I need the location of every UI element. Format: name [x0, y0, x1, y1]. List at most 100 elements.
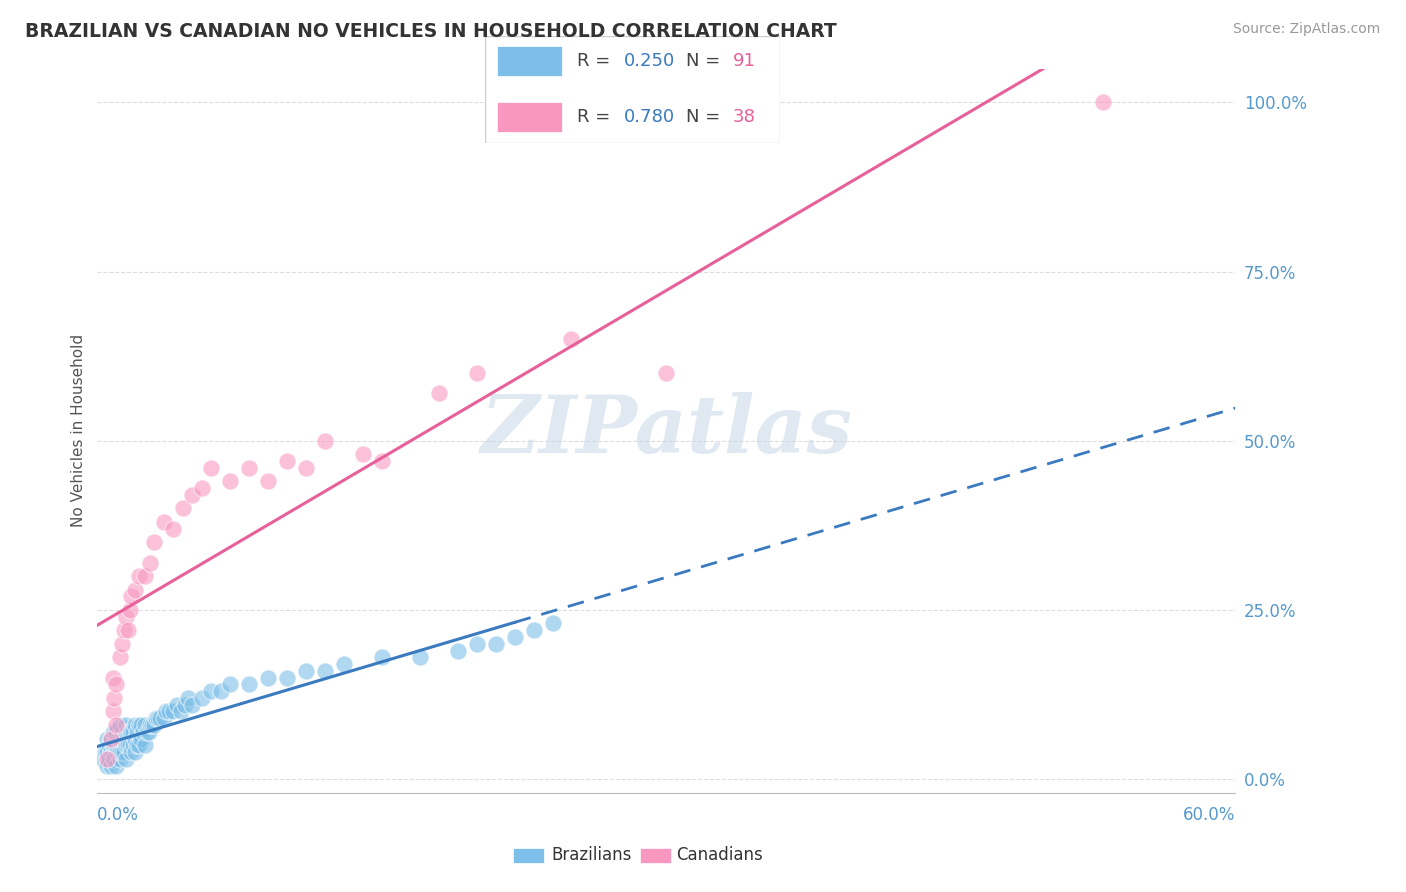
Point	[117, 724, 139, 739]
Point	[107, 731, 129, 746]
Point	[427, 386, 450, 401]
Point	[108, 731, 131, 746]
Point	[238, 460, 260, 475]
Point	[139, 556, 162, 570]
Point	[101, 752, 124, 766]
Point	[190, 481, 212, 495]
Point	[145, 711, 167, 725]
Point	[257, 475, 280, 489]
Point	[190, 690, 212, 705]
Point	[101, 705, 124, 719]
Point	[129, 731, 152, 746]
Point	[371, 650, 394, 665]
Point	[181, 488, 204, 502]
Point	[114, 752, 136, 766]
Point	[276, 454, 298, 468]
Point	[108, 650, 131, 665]
Point	[166, 698, 188, 712]
Point	[114, 739, 136, 753]
Point	[371, 454, 394, 468]
Point	[105, 677, 128, 691]
Point	[141, 718, 163, 732]
Point	[105, 724, 128, 739]
Point	[114, 718, 136, 732]
Point	[96, 731, 118, 746]
Point	[118, 603, 141, 617]
Point	[503, 630, 526, 644]
Point	[96, 745, 118, 759]
Point	[134, 739, 156, 753]
Point	[162, 705, 184, 719]
Point	[146, 711, 169, 725]
Text: Brazilians: Brazilians	[551, 847, 631, 864]
Point	[162, 522, 184, 536]
Y-axis label: No Vehicles in Household: No Vehicles in Household	[72, 334, 86, 527]
Point	[118, 724, 141, 739]
Point	[655, 366, 678, 380]
Point	[107, 745, 129, 759]
Text: R =: R =	[576, 53, 616, 70]
Point	[181, 698, 204, 712]
Point	[112, 745, 135, 759]
Text: 0.0%: 0.0%	[97, 806, 139, 824]
Point	[465, 637, 488, 651]
Point	[134, 569, 156, 583]
Point	[238, 677, 260, 691]
Point	[122, 739, 145, 753]
Point	[105, 745, 128, 759]
Point	[100, 731, 122, 746]
Point	[105, 718, 128, 732]
Point	[108, 745, 131, 759]
Text: ZIPatlas: ZIPatlas	[481, 392, 852, 469]
Point	[111, 731, 134, 746]
Point	[157, 705, 180, 719]
Point	[114, 724, 136, 739]
Point	[314, 664, 336, 678]
Point	[101, 739, 124, 753]
Text: N =: N =	[686, 108, 725, 126]
Point	[333, 657, 356, 671]
Point	[128, 739, 150, 753]
Point	[108, 752, 131, 766]
Point	[139, 718, 162, 732]
Text: Canadians: Canadians	[676, 847, 763, 864]
Point	[541, 616, 564, 631]
Point	[124, 745, 146, 759]
Point	[560, 332, 582, 346]
FancyBboxPatch shape	[485, 36, 780, 143]
Point	[121, 590, 143, 604]
Point	[97, 752, 120, 766]
Point	[127, 739, 149, 753]
Point	[117, 739, 139, 753]
Point	[200, 460, 222, 475]
Point	[94, 745, 117, 759]
Point	[97, 739, 120, 753]
Point	[143, 718, 166, 732]
Point	[100, 731, 122, 746]
Point	[522, 624, 544, 638]
Text: 0.780: 0.780	[624, 108, 675, 126]
Point	[96, 758, 118, 772]
Point	[219, 677, 242, 691]
Point	[465, 366, 488, 380]
Point	[295, 664, 318, 678]
Point	[101, 745, 124, 759]
Point	[124, 718, 146, 732]
Point	[112, 624, 135, 638]
Point	[100, 745, 122, 759]
Point	[209, 684, 232, 698]
Point	[152, 711, 174, 725]
Point	[105, 739, 128, 753]
Point	[149, 711, 172, 725]
Point	[121, 724, 143, 739]
Point	[447, 643, 470, 657]
Point	[108, 718, 131, 732]
Point	[121, 745, 143, 759]
Point	[295, 460, 318, 475]
Point	[111, 745, 134, 759]
Point	[127, 724, 149, 739]
Point	[91, 752, 114, 766]
Point	[101, 671, 124, 685]
Point	[111, 637, 134, 651]
Point	[132, 724, 155, 739]
